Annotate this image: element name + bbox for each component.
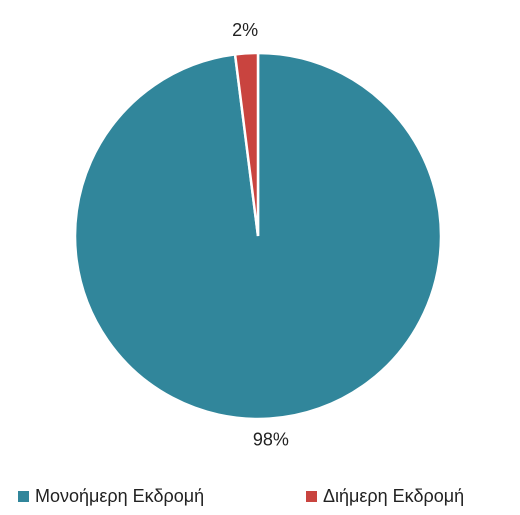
pie-slice xyxy=(233,51,260,237)
legend-swatch xyxy=(18,491,29,502)
legend-label: Διήμερη Εκδρομή xyxy=(323,486,464,506)
data-label: 2% xyxy=(232,20,258,40)
legend-swatch xyxy=(306,491,317,502)
data-label: 98% xyxy=(253,429,289,449)
legend-label: Μονοήμερη Εκδρομή xyxy=(35,486,204,506)
